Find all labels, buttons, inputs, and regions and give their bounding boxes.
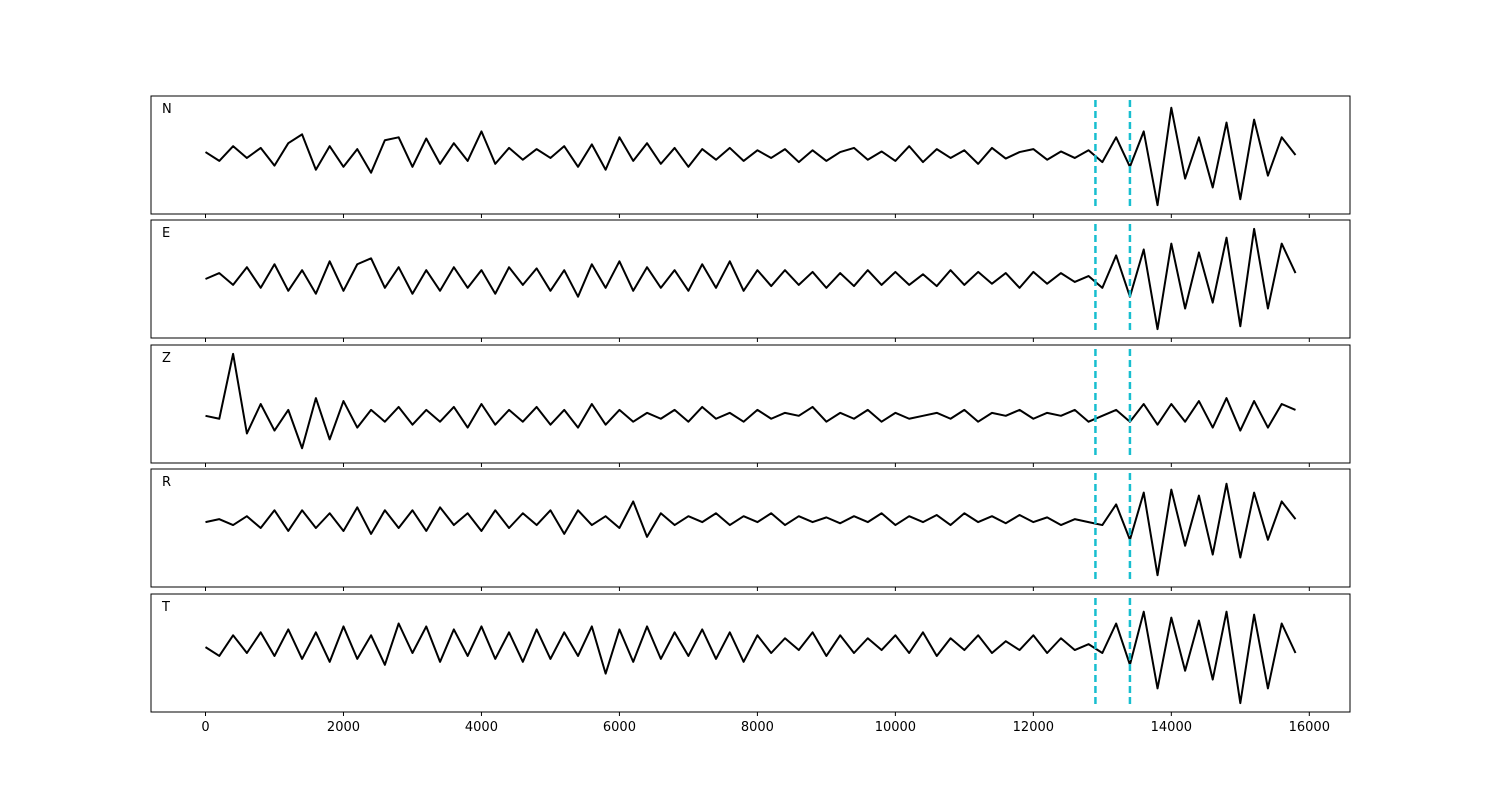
trace [204,610,1297,705]
plot-frame [150,468,1351,588]
panel-label: Z [162,351,171,366]
x-tick-label: 6000 [603,720,636,735]
panel: 0 2000 4000 6000 8000 10000 12000 14000 16000 T [150,593,1351,735]
trace [205,482,1297,577]
panel-label: E [162,226,170,241]
trace [204,106,1297,207]
panel: E [150,219,1351,342]
x-tick-label: 14000 [1151,720,1192,735]
x-tick-label: 12000 [1013,720,1054,735]
panel: Z [150,344,1351,467]
x-tick-label: 8000 [741,720,774,735]
plot-frame [150,593,1351,713]
x-tick-label: 2000 [327,720,360,735]
plot-frame [150,95,1351,215]
plot-frame [150,344,1351,464]
panel-label: R [162,475,171,490]
trace [205,352,1296,450]
plot-frame [150,219,1351,339]
panel: R [150,468,1351,591]
x-tick-label: 4000 [465,720,498,735]
x-tick-label: 16000 [1289,720,1330,735]
panel-label: N [162,102,172,117]
x-tick-label: 10000 [875,720,916,735]
panel: N [150,95,1351,218]
x-tick-label: 0 [201,720,209,735]
trace [205,227,1297,331]
panel-label: T [161,600,170,615]
